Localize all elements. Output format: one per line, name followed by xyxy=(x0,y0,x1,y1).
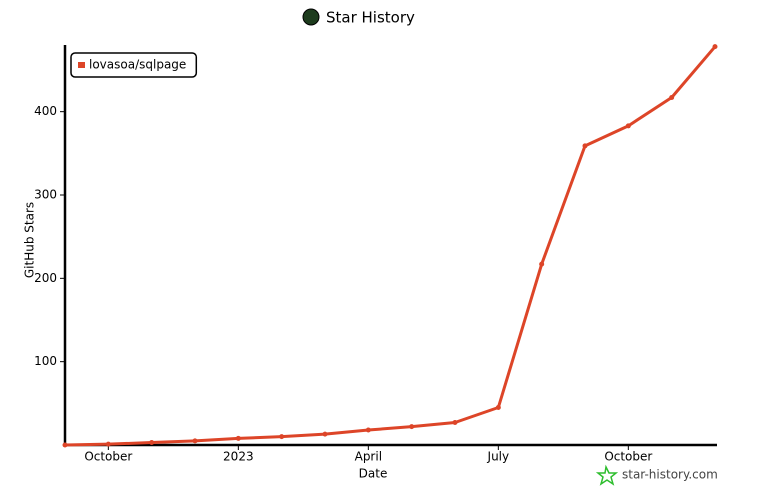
point xyxy=(625,123,631,129)
point xyxy=(539,261,545,267)
chart-title: Star History xyxy=(326,9,415,27)
point xyxy=(409,424,415,430)
y-axis-label: GitHub Stars xyxy=(23,202,37,278)
point xyxy=(235,435,241,441)
point xyxy=(495,405,501,410)
title-icon xyxy=(302,8,320,26)
x-tick-label: October xyxy=(604,450,652,464)
legend-swatch xyxy=(78,62,85,68)
y-tick-label: 200 xyxy=(34,271,57,285)
y-tick-label: 300 xyxy=(34,188,57,202)
x-tick-label: 2023 xyxy=(223,450,254,464)
point xyxy=(279,434,285,440)
x-tick-label: April xyxy=(355,450,382,464)
point xyxy=(669,95,675,100)
point xyxy=(105,441,111,447)
x-tick-label: July xyxy=(487,450,510,464)
point xyxy=(192,438,198,444)
point xyxy=(582,143,588,149)
legend-label: lovasoa/sqlpage xyxy=(89,58,186,72)
point xyxy=(452,420,458,425)
point xyxy=(62,442,68,448)
point xyxy=(365,427,371,433)
point xyxy=(712,44,718,50)
x-tick-label: October xyxy=(84,450,132,464)
y-tick-label: 100 xyxy=(34,354,57,368)
x-axis-label: Date xyxy=(359,467,388,481)
y-tick-label: 400 xyxy=(34,104,57,118)
watermark: star-history.com xyxy=(622,468,718,482)
line xyxy=(64,45,717,447)
watermark-icon xyxy=(595,464,619,486)
point xyxy=(149,440,155,445)
legend xyxy=(70,52,198,78)
point xyxy=(322,431,328,437)
